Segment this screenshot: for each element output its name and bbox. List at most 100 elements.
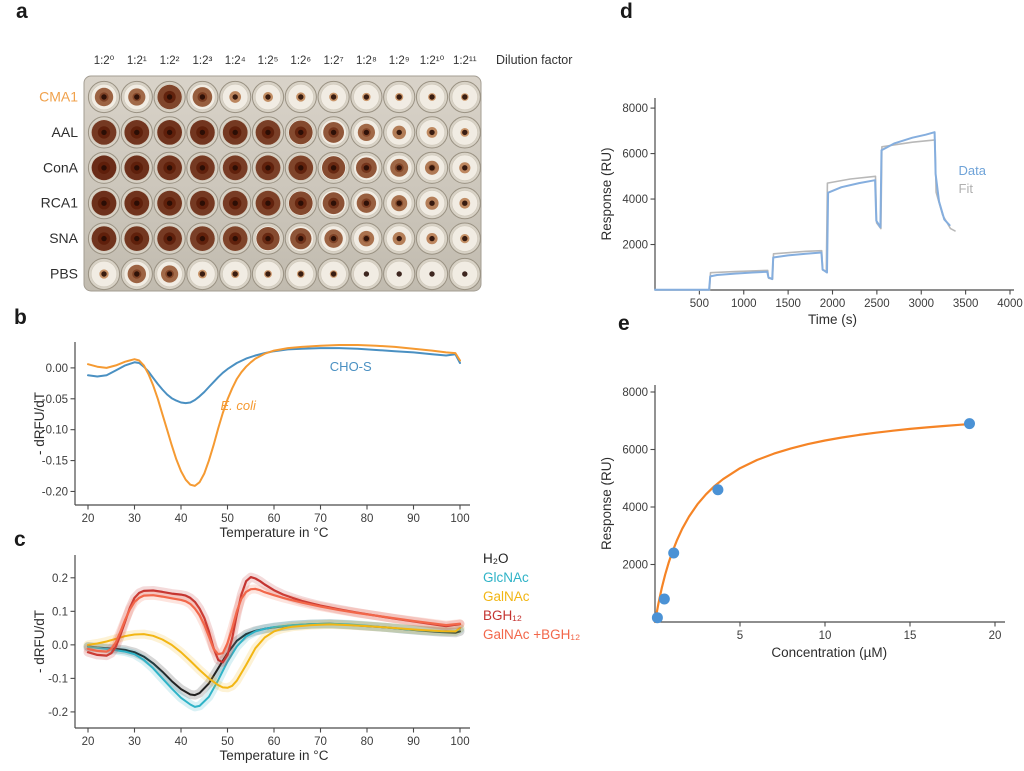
scatter-point (712, 484, 724, 496)
y-axis-title: - dRFU/dT (32, 610, 47, 673)
x-tick-label: 100 (450, 513, 469, 525)
row-label: CMA1 (39, 89, 78, 105)
well-dot (298, 94, 304, 100)
y-tick-label: -0.10 (42, 425, 68, 437)
x-tick-label: 2000 (820, 298, 846, 310)
well-dot (298, 200, 304, 206)
y-tick-label: 8000 (622, 387, 648, 399)
well-dot (462, 129, 468, 136)
x-tick-label: 60 (268, 513, 281, 525)
y-tick-label: 2000 (622, 240, 648, 252)
row-label: ConA (43, 159, 79, 175)
well-dot (101, 165, 107, 171)
y-tick-label: 0.0 (52, 640, 68, 652)
well-dot (396, 129, 402, 136)
x-tick-label: 40 (175, 736, 188, 748)
column-label: 1:2⁰ (94, 55, 115, 67)
column-label: 1:2¹⁰ (420, 55, 445, 67)
well-dot (330, 94, 337, 100)
well-dot (134, 94, 140, 100)
row-label: RCA1 (41, 195, 79, 211)
x-tick-label: 40 (175, 513, 188, 525)
well-dot (265, 271, 271, 277)
annotation: Fit (959, 181, 974, 196)
x-tick-label: 10 (819, 630, 832, 642)
x-tick-label: 70 (314, 736, 327, 748)
x-tick-label: 80 (361, 736, 374, 748)
column-label: 1:2³ (192, 55, 212, 67)
well-dot (462, 94, 468, 100)
x-tick-label: 70 (314, 513, 327, 525)
well-dot (429, 200, 435, 206)
well-dot (298, 235, 304, 242)
well-dot (199, 94, 206, 100)
column-label: 1:2⁹ (389, 55, 410, 67)
chart-e-binding-isotherm: 5 10 15 20 2000 4000 6000 8000 Concentration (µM… (600, 385, 1005, 660)
well-dot (429, 165, 435, 171)
well-dot (199, 129, 206, 136)
panel-a-letter: a (16, 0, 28, 23)
column-label: 1:2⁵ (258, 55, 279, 67)
legend-entry-1: GlcNAc (483, 570, 529, 585)
well-dot (330, 165, 337, 171)
series-line (654, 139, 956, 291)
well-dot (101, 200, 107, 206)
well-dot (298, 129, 304, 136)
x-tick-label: 3500 (953, 298, 979, 310)
well-dot (429, 235, 435, 242)
x-tick-label: 500 (690, 298, 709, 310)
annotation: E. coli (221, 398, 258, 413)
x-tick-label: 30 (128, 736, 141, 748)
x-tick-label: 20 (989, 630, 1002, 642)
well-dot (166, 200, 173, 206)
panel-d-letter: d (620, 0, 633, 23)
well-dot (232, 129, 238, 136)
y-axis-title: - dRFU/dT (32, 392, 47, 455)
y-tick-label: 4000 (622, 194, 648, 206)
well-dot (396, 200, 402, 206)
x-tick-label: 5 (737, 630, 743, 642)
y-tick-label: -0.2 (48, 707, 68, 719)
y-tick-label: -0.15 (42, 456, 68, 468)
x-tick-label: 20 (82, 513, 95, 525)
well-dot (462, 271, 468, 277)
well-dot (265, 129, 271, 136)
series-line (86, 587, 462, 656)
well-dot (199, 200, 206, 206)
well-dot (166, 94, 173, 100)
y-tick-label: 8000 (622, 103, 648, 115)
well-dot (265, 165, 271, 171)
well-dot (166, 235, 173, 242)
x-tick-label: 20 (82, 736, 95, 748)
y-tick-label: -0.20 (42, 486, 68, 498)
x-axis-title: Temperature in °C (220, 748, 329, 763)
legend-entry-3: BGH₁₂ (483, 608, 523, 623)
well-dot (134, 165, 140, 171)
well-dot (199, 271, 206, 277)
x-tick-label: 4000 (997, 298, 1023, 310)
scatter-point (668, 547, 680, 559)
row-label: AAL (52, 124, 79, 140)
well-dot (298, 271, 304, 277)
scatter-point (651, 612, 663, 624)
x-tick-label: 1000 (731, 298, 757, 310)
y-axis-title: Response (RU) (600, 457, 614, 550)
column-label: 1:2¹¹ (453, 55, 477, 67)
well-dot (101, 94, 107, 100)
well-dot (429, 94, 435, 100)
series-line (87, 344, 461, 487)
x-tick-label: 90 (407, 513, 420, 525)
x-tick-label: 80 (361, 513, 374, 525)
series-line (87, 623, 461, 689)
well-dot (101, 235, 107, 242)
well-dot (396, 94, 402, 100)
x-tick-label: 30 (128, 513, 141, 525)
well-dot (429, 129, 435, 136)
row-label: SNA (49, 230, 78, 246)
x-axis-title: Time (s) (808, 312, 857, 327)
x-tick-label: 1500 (775, 298, 801, 310)
well-dot (232, 235, 238, 242)
well-dot (101, 129, 107, 136)
well-dot (396, 271, 402, 277)
